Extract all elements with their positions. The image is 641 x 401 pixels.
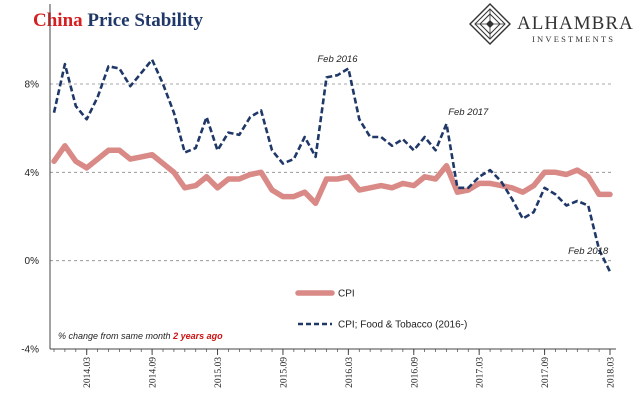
legend-label-cpi: CPI: [338, 289, 355, 300]
legend: CPI CPI; Food & Tobacco (2016-): [295, 289, 467, 331]
y-tick-label: 4%: [25, 168, 40, 179]
chart-note-emphasis: 2 years ago: [172, 331, 223, 341]
x-tick-label: 2015.09: [279, 357, 289, 388]
x-tick-label: 2017.03: [476, 357, 486, 388]
annotations: Feb 2016 Feb 2017 Feb 2018: [317, 54, 609, 257]
series-line-food-tobacco: [52, 58, 612, 273]
annotation-label: Feb 2018: [568, 246, 609, 257]
chart-title-rest: Price Stability: [83, 10, 204, 31]
y-tick-label: 0%: [25, 256, 40, 267]
grid-lines: [50, 83, 614, 262]
logo-diamond-icon: [469, 3, 511, 45]
x-tick-label: 2015.03: [214, 357, 224, 388]
logo-subtitle: INVESTMENTS: [532, 34, 615, 44]
annotation-label: Feb 2017: [448, 107, 489, 118]
x-tick-label: 2016.09: [410, 357, 420, 388]
logo-name: ALHAMBRA: [517, 13, 634, 34]
series-line-cpi: [51, 143, 613, 207]
chart-note-prefix: % change from same month: [58, 331, 173, 341]
y-tick-label: 8%: [25, 80, 40, 91]
annotation-label: Feb 2016: [317, 54, 358, 65]
x-tick-label: 2014.09: [149, 357, 159, 388]
legend-label-food-tobacco: CPI; Food & Tobacco (2016-): [338, 320, 467, 331]
chart-title: China Price Stability: [33, 10, 203, 31]
x-axis: 2014.03 2014.09 2015.03 2015.09 2016.03 2016.…: [53, 349, 617, 388]
y-tick-label: -4%: [21, 345, 39, 356]
data-series: [51, 58, 613, 273]
x-tick-label: 2014.03: [83, 357, 93, 388]
chart-note: % change from same month 2 years ago: [58, 331, 223, 341]
alhambra-logo: ALHAMBRA INVESTMENTS: [469, 3, 634, 45]
x-tick-label: 2017.09: [541, 357, 551, 388]
x-tick-label: 2018.03: [607, 357, 617, 388]
y-axis: -4% 0% 4% 8%: [21, 4, 616, 356]
x-tick-label: 2016.03: [345, 357, 355, 388]
chart-title-china: China: [33, 10, 83, 31]
